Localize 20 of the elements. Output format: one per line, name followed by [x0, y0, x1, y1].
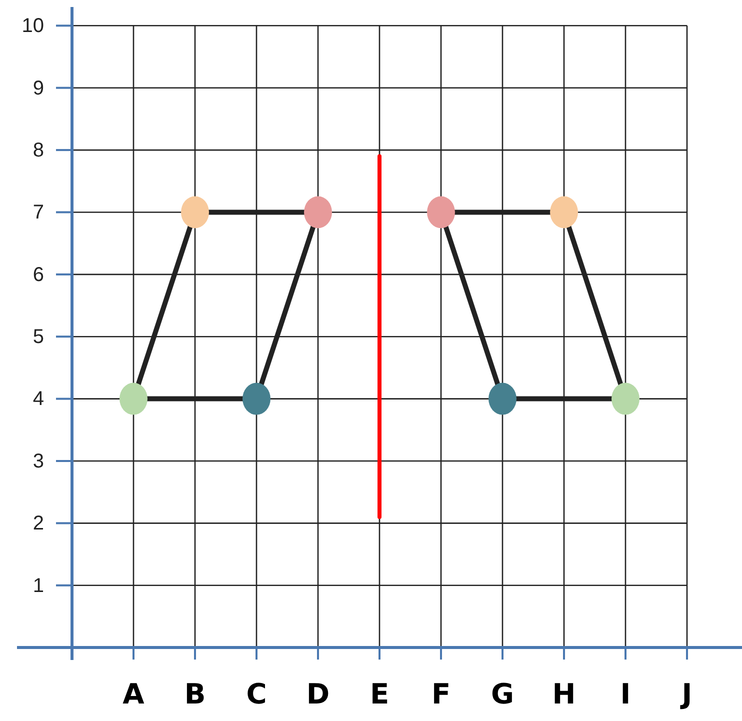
x-tick-label: F	[431, 677, 451, 710]
y-tick-label: 7	[32, 202, 44, 224]
y-tick-label: 2	[32, 512, 44, 535]
x-tick-label: E	[370, 677, 390, 710]
y-tick-label: 6	[32, 264, 44, 286]
y-tick-label: 4	[32, 388, 44, 410]
y-tick-label: 1	[32, 574, 44, 597]
y-tick-label: 10	[22, 15, 44, 38]
x-tick-label: J	[680, 677, 692, 710]
y-tick-label: 8	[32, 139, 44, 162]
y-tick-label: 9	[32, 77, 44, 100]
x-tick-label: H	[552, 677, 576, 710]
x-tick-label: A	[122, 677, 145, 710]
x-tick-label: C	[246, 677, 267, 710]
y-tick-label: 3	[32, 450, 44, 472]
x-tick-label: G	[491, 677, 514, 710]
y-tick-label: 5	[32, 326, 44, 348]
x-tick-label: I	[620, 677, 631, 710]
x-tick-label: D	[306, 677, 330, 710]
x-tick-label: B	[184, 677, 206, 710]
